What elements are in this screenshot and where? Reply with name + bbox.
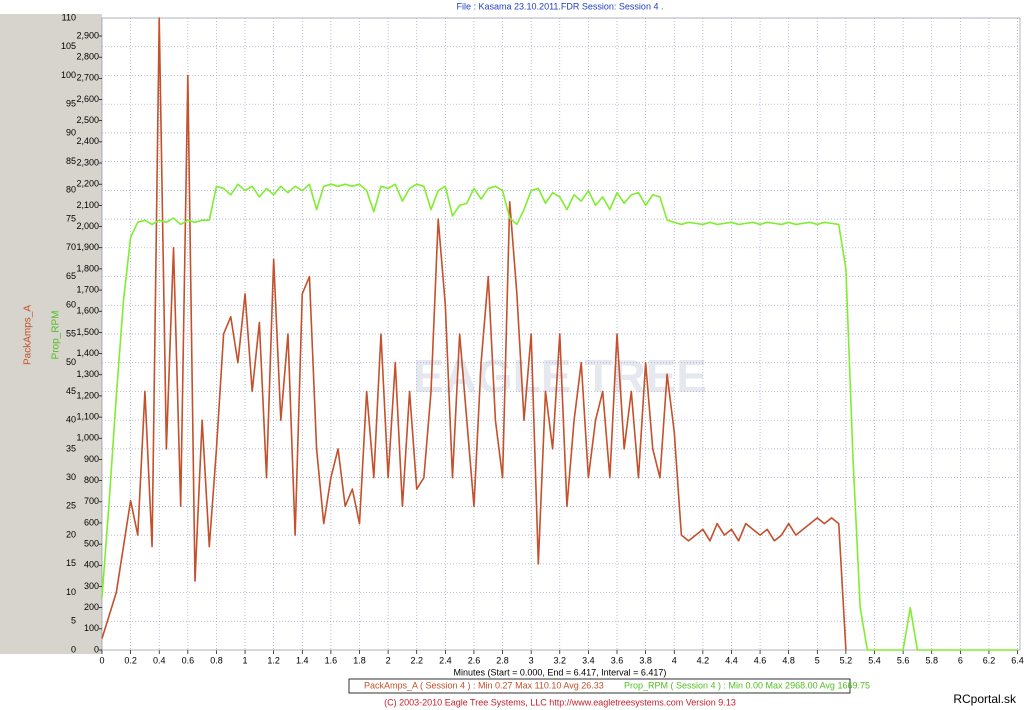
x-tick-label: 6.4 bbox=[1011, 655, 1024, 665]
y2-tick-label: 2,600 bbox=[76, 94, 99, 104]
y2-tick-label: 2,300 bbox=[76, 157, 99, 167]
x-tick-label: 4.8 bbox=[782, 655, 795, 665]
x-tick-label: 3.4 bbox=[582, 655, 595, 665]
y2-tick-label: 800 bbox=[84, 475, 99, 485]
y-tick-label: 10 bbox=[66, 587, 76, 597]
y-tick-label: 95 bbox=[66, 99, 76, 109]
y2-axis-title: Prop_RPM bbox=[51, 311, 62, 360]
x-tick-label: 5 bbox=[815, 655, 820, 665]
x-tick-label: 1.8 bbox=[353, 655, 366, 665]
y-tick-label: 85 bbox=[66, 156, 76, 166]
x-tick-label: 5.8 bbox=[925, 655, 938, 665]
y2-tick-label: 300 bbox=[84, 581, 99, 591]
data-line bbox=[101, 17, 847, 651]
data-line bbox=[101, 183, 1018, 651]
y2-tick-label: 100 bbox=[84, 623, 99, 633]
x-tick-label: 4.6 bbox=[754, 655, 767, 665]
y-tick-label: 50 bbox=[66, 357, 76, 367]
footer: (C) 2003-2010 Eagle Tree Systems, LLC ht… bbox=[384, 697, 736, 707]
y-tick-label: 25 bbox=[66, 501, 76, 511]
y2-tick-label: 2,500 bbox=[76, 115, 99, 125]
y2-tick-label: 0 bbox=[94, 644, 99, 654]
y-tick-label: 65 bbox=[66, 271, 76, 281]
y2-tick-label: 2,900 bbox=[76, 30, 99, 40]
y2-tick-label: 1,200 bbox=[76, 390, 99, 400]
y2-tick-label: 1,400 bbox=[76, 348, 99, 358]
x-tick-label: 2.6 bbox=[468, 655, 481, 665]
y2-tick-label: 2,400 bbox=[76, 136, 99, 146]
y-tick-label: 110 bbox=[62, 12, 76, 22]
y-axis-title: PackAmps_A bbox=[23, 305, 34, 365]
y-tick-label: 30 bbox=[66, 472, 76, 482]
y-tick-label: 100 bbox=[61, 70, 76, 80]
x-tick-label: 6.2 bbox=[983, 655, 996, 665]
y2-tick-label: 1,900 bbox=[76, 242, 99, 252]
y-tick-label: 0 bbox=[71, 644, 76, 654]
y-tick-label: 75 bbox=[66, 213, 76, 223]
y-tick-label: 20 bbox=[66, 529, 76, 539]
y-tick-label: 35 bbox=[66, 443, 76, 453]
y-tick-label: 60 bbox=[66, 300, 76, 310]
x-tick-label: 0.2 bbox=[124, 655, 137, 665]
x-tick-label: 2.2 bbox=[410, 655, 423, 665]
y-tick-label: 55 bbox=[66, 328, 76, 338]
credit: RCportal.sk bbox=[953, 692, 1017, 706]
y-tick-label: 5 bbox=[71, 616, 76, 626]
y2-tick-label: 2,000 bbox=[76, 221, 99, 231]
x-tick-label: 0 bbox=[99, 655, 104, 665]
y-tick-label: 15 bbox=[66, 558, 76, 568]
y2-tick-label: 2,100 bbox=[76, 200, 99, 210]
x-tick-label: 0.4 bbox=[153, 655, 166, 665]
y2-tick-label: 1,100 bbox=[76, 411, 99, 421]
y2-tick-label: 1,800 bbox=[76, 263, 99, 273]
x-tick-label: 2 bbox=[386, 655, 391, 665]
y2-tick-label: 400 bbox=[84, 560, 99, 570]
axis-panel bbox=[0, 14, 102, 654]
x-tick-label: 3 bbox=[529, 655, 534, 665]
y2-tick-label: 1,600 bbox=[76, 306, 99, 316]
y-tick-label: 45 bbox=[66, 386, 76, 396]
y-tick-label: 80 bbox=[66, 185, 76, 195]
x-tick-label: 0.8 bbox=[210, 655, 223, 665]
legend-entry: Prop_RPM ( Session 4 ) : Min 0.00 Max 29… bbox=[624, 680, 870, 690]
x-tick-label: 5.6 bbox=[897, 655, 910, 665]
y2-tick-label: 900 bbox=[84, 454, 99, 464]
legend-box bbox=[348, 678, 851, 694]
x-axis-title: Minutes (Start = 0.000, End = 6.417, Int… bbox=[454, 667, 667, 677]
y2-tick-label: 1,000 bbox=[76, 433, 99, 443]
x-tick-label: 3.6 bbox=[611, 655, 624, 665]
x-tick-label: 5.2 bbox=[840, 655, 853, 665]
chart-title: File : Kasama 23.10.2011.FDR Session: Se… bbox=[457, 1, 664, 11]
y-tick-label: 90 bbox=[66, 127, 76, 137]
y2-tick-label: 2,200 bbox=[76, 179, 99, 189]
y2-tick-label: 200 bbox=[84, 602, 99, 612]
x-tick-label: 0.6 bbox=[182, 655, 195, 665]
x-tick-label: 4.4 bbox=[725, 655, 738, 665]
y2-tick-label: 1,700 bbox=[76, 284, 99, 294]
x-tick-label: 3.2 bbox=[554, 655, 567, 665]
x-tick-label: 1 bbox=[243, 655, 248, 665]
y2-tick-label: 1,300 bbox=[76, 369, 99, 379]
y-tick-label: 70 bbox=[66, 242, 76, 252]
x-tick-label: 2.4 bbox=[439, 655, 452, 665]
y2-tick-label: 2,700 bbox=[76, 73, 99, 83]
y2-tick-label: 1,500 bbox=[76, 327, 99, 337]
y2-tick-label: 700 bbox=[84, 496, 99, 506]
x-tick-label: 3.8 bbox=[639, 655, 652, 665]
x-tick-label: 1.6 bbox=[325, 655, 338, 665]
y-tick-label: 40 bbox=[66, 415, 76, 425]
y2-tick-label: 600 bbox=[84, 517, 99, 527]
x-tick-label: 1.4 bbox=[296, 655, 309, 665]
y-tick-label: 105 bbox=[61, 41, 76, 51]
x-tick-label: 4.2 bbox=[697, 655, 710, 665]
legend-entry: PackAmps_A ( Session 4 ) : Min 0.27 Max … bbox=[364, 680, 604, 690]
x-tick-label: 2.8 bbox=[496, 655, 509, 665]
x-tick-label: 4 bbox=[672, 655, 677, 665]
x-tick-label: 5.4 bbox=[868, 655, 881, 665]
x-tick-label: 1.2 bbox=[267, 655, 280, 665]
x-tick-label: 6 bbox=[958, 655, 963, 665]
y2-tick-label: 500 bbox=[84, 539, 99, 549]
y2-tick-label: 2,800 bbox=[76, 52, 99, 62]
